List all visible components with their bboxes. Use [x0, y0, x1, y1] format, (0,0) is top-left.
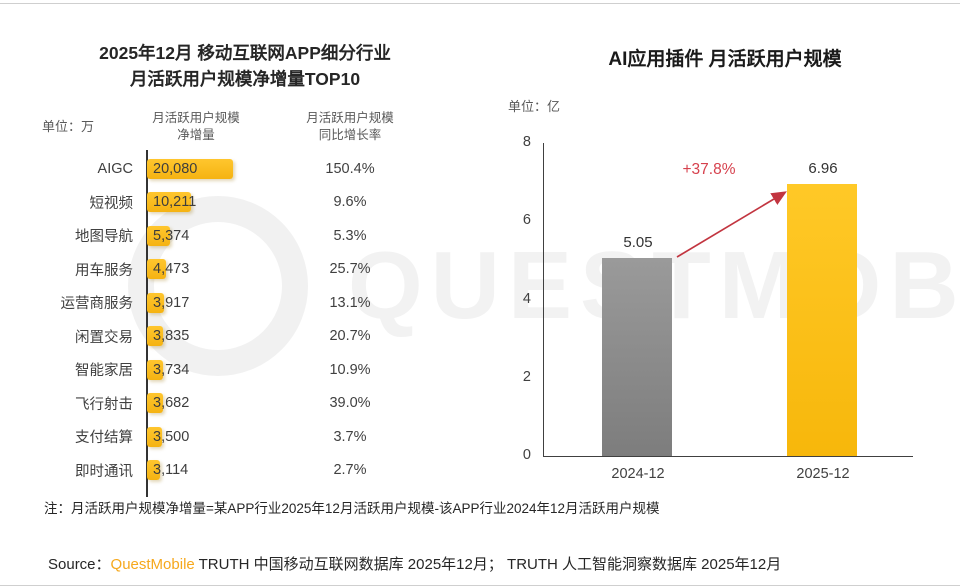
growth-annotation: +37.8%	[682, 161, 736, 178]
industry-value: 3,114	[153, 462, 189, 479]
y-axis-tick-label: 0	[522, 447, 531, 463]
y-axis-tick-label: 2	[522, 368, 531, 385]
y-axis-tick-label: 4	[522, 290, 531, 307]
source-brand: QuestMobile	[110, 556, 195, 573]
left-chart-title-line2: 月活跃用户规模净增量TOP10	[129, 69, 361, 90]
growth-arrow-icon	[676, 191, 787, 258]
industry-bar	[147, 158, 233, 179]
x-axis-tick-label: 2024-12	[611, 466, 665, 482]
industry-bar-cell: 3,114	[147, 460, 267, 481]
industry-bar-cell: 3,734	[147, 359, 267, 380]
industry-growth: 150.4%	[325, 160, 375, 177]
left-chart-axis-line	[146, 150, 148, 497]
left-chart-column2-header: 月活跃用户规模 同比增长率	[280, 110, 420, 144]
industry-bar-cell: 3,682	[147, 393, 267, 414]
industry-row: AIGC 20,080 150.4%	[40, 152, 460, 186]
industry-value: 4,473	[153, 261, 190, 278]
industry-growth: 5.3%	[333, 227, 367, 244]
source-rest: TRUTH 中国移动互联网数据库 2025年12月； TRUTH 人工智能洞察数…	[194, 556, 782, 573]
industry-row: 运营商服务 3,917 13.1%	[40, 286, 460, 320]
industry-value: 3,500	[153, 428, 190, 445]
industry-bar-cell: 3,917	[147, 292, 267, 313]
right-chart-unit-label: 单位：亿	[508, 99, 561, 114]
bottom-border-line	[0, 585, 960, 586]
industry-bar-cell: 3,835	[147, 326, 267, 347]
industry-bar	[147, 292, 164, 313]
industry-row: 飞行射击 3,682 39.0%	[40, 387, 460, 421]
industry-label: 短视频	[89, 195, 134, 212]
industry-value: 3,917	[153, 294, 190, 311]
industry-bar	[147, 359, 163, 380]
industry-label: 运营商服务	[60, 296, 134, 313]
industry-label: 地图导航	[75, 229, 133, 246]
industry-bar-cell: 4,473	[147, 259, 267, 280]
column1-header-line1: 月活跃用户规模	[152, 111, 240, 125]
industry-row: 即时通讯 3,114 2.7%	[40, 454, 460, 488]
industry-label: 用车服务	[75, 262, 133, 279]
industry-bar-cell: 10,211	[147, 192, 267, 213]
industry-bar	[147, 259, 167, 280]
industry-growth: 10.9%	[329, 361, 371, 378]
column2-header-line1: 月活跃用户规模	[306, 111, 394, 125]
industry-value: 3,835	[153, 328, 190, 345]
column1-header-line2: 净增量	[177, 127, 215, 142]
industry-row: 智能家居 3,734 10.9%	[40, 353, 460, 387]
industry-row: 短视频 10,211 9.6%	[40, 186, 460, 220]
industry-value: 3,682	[153, 395, 190, 412]
industry-value: 3,734	[153, 361, 190, 378]
industry-label: 闲置交易	[75, 329, 133, 346]
industry-growth: 2.7%	[333, 462, 367, 479]
y-axis-tick-label: 8	[522, 134, 531, 150]
right-chart-plot-area	[543, 143, 913, 457]
industry-value: 20,080	[153, 160, 198, 177]
industry-row: 用车服务 4,473 25.7%	[40, 253, 460, 287]
industry-growth: 3.7%	[333, 428, 367, 445]
x-axis-tick-label: 2025-12	[796, 466, 850, 482]
bar-value-label: 5.05	[623, 234, 653, 251]
period-bar	[602, 258, 672, 456]
period-bar	[787, 183, 857, 456]
industry-growth: 20.7%	[329, 328, 371, 345]
industry-bar	[147, 192, 191, 213]
column2-header-line2: 同比增长率	[318, 127, 382, 142]
left-chart-title: 2025年12月 移动互联网APP细分行业 月活跃用户规模净增量TOP10	[40, 40, 450, 93]
footnote: 注：月活跃用户规模净增量=某APP行业2025年12月活跃用户规模-该APP行业…	[44, 501, 660, 516]
industry-rows: AIGC 20,080 150.4% 短视频 10,211 9.6% 地图导航 5,374 5.…	[40, 152, 460, 487]
industry-value: 5,374	[153, 227, 190, 244]
industry-growth: 25.7%	[329, 261, 371, 278]
left-chart-title-line1: 2025年12月 移动互联网APP细分行业	[99, 43, 391, 63]
left-chart-unit-label: 单位：万	[42, 119, 95, 134]
industry-bar	[147, 426, 162, 447]
industry-growth: 9.6%	[333, 194, 367, 211]
right-chart-title: AI应用插件 月活跃用户规模	[608, 49, 842, 70]
industry-value: 10,211	[153, 194, 197, 211]
industry-label: 支付结算	[75, 430, 133, 447]
industry-row: 闲置交易 3,835 20.7%	[40, 320, 460, 354]
industry-bar-cell: 5,374	[147, 225, 267, 246]
industry-label: 飞行射击	[75, 396, 133, 413]
industry-bar	[147, 225, 170, 246]
industry-bar	[147, 460, 161, 481]
industry-bar	[147, 326, 164, 347]
industry-bar-cell: 20,080	[147, 158, 267, 179]
bar-value-label: 6.96	[808, 160, 838, 177]
top-border-line	[0, 3, 960, 4]
industry-label: 智能家居	[75, 363, 133, 380]
industry-row: 支付结算 3,500 3.7%	[40, 420, 460, 454]
y-axis-tick-label: 6	[522, 212, 531, 229]
industry-growth: 39.0%	[329, 395, 371, 412]
industry-growth: 13.1%	[329, 294, 371, 311]
industry-label: 即时通讯	[75, 463, 133, 480]
industry-bar	[147, 393, 163, 414]
industry-bar-cell: 3,500	[147, 426, 267, 447]
source-line: Source：QuestMobile TRUTH 中国移动互联网数据库 2025…	[48, 553, 781, 574]
left-chart-column1-header: 月活跃用户规模 净增量	[136, 110, 256, 144]
source-prefix: Source：	[48, 556, 111, 573]
industry-row: 地图导航 5,374 5.3%	[40, 219, 460, 253]
industry-label: AIGC	[97, 160, 133, 177]
